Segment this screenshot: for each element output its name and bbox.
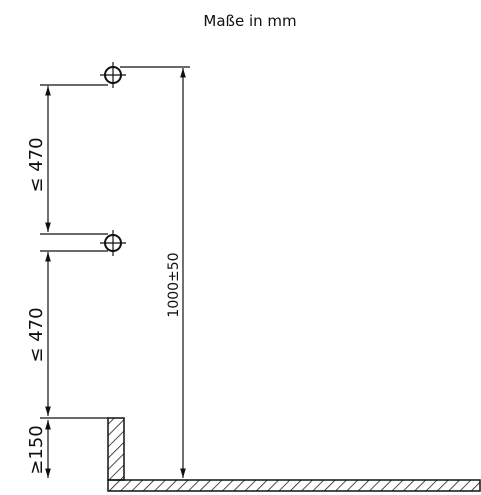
title: Maße in mm bbox=[203, 12, 296, 30]
dimension-lines bbox=[45, 68, 186, 478]
dim-height: 1000±50 bbox=[166, 252, 182, 317]
wall-upstand bbox=[107, 417, 125, 481]
floor bbox=[107, 479, 481, 492]
dim-upper: ≤ 470 bbox=[26, 137, 47, 192]
pipe-upper bbox=[100, 62, 126, 88]
dim-lower: ≤ 470 bbox=[26, 307, 47, 362]
extension-lines bbox=[40, 66, 190, 419]
dim-min-height: ≥150 bbox=[26, 425, 47, 474]
pipe-lower bbox=[100, 230, 126, 256]
